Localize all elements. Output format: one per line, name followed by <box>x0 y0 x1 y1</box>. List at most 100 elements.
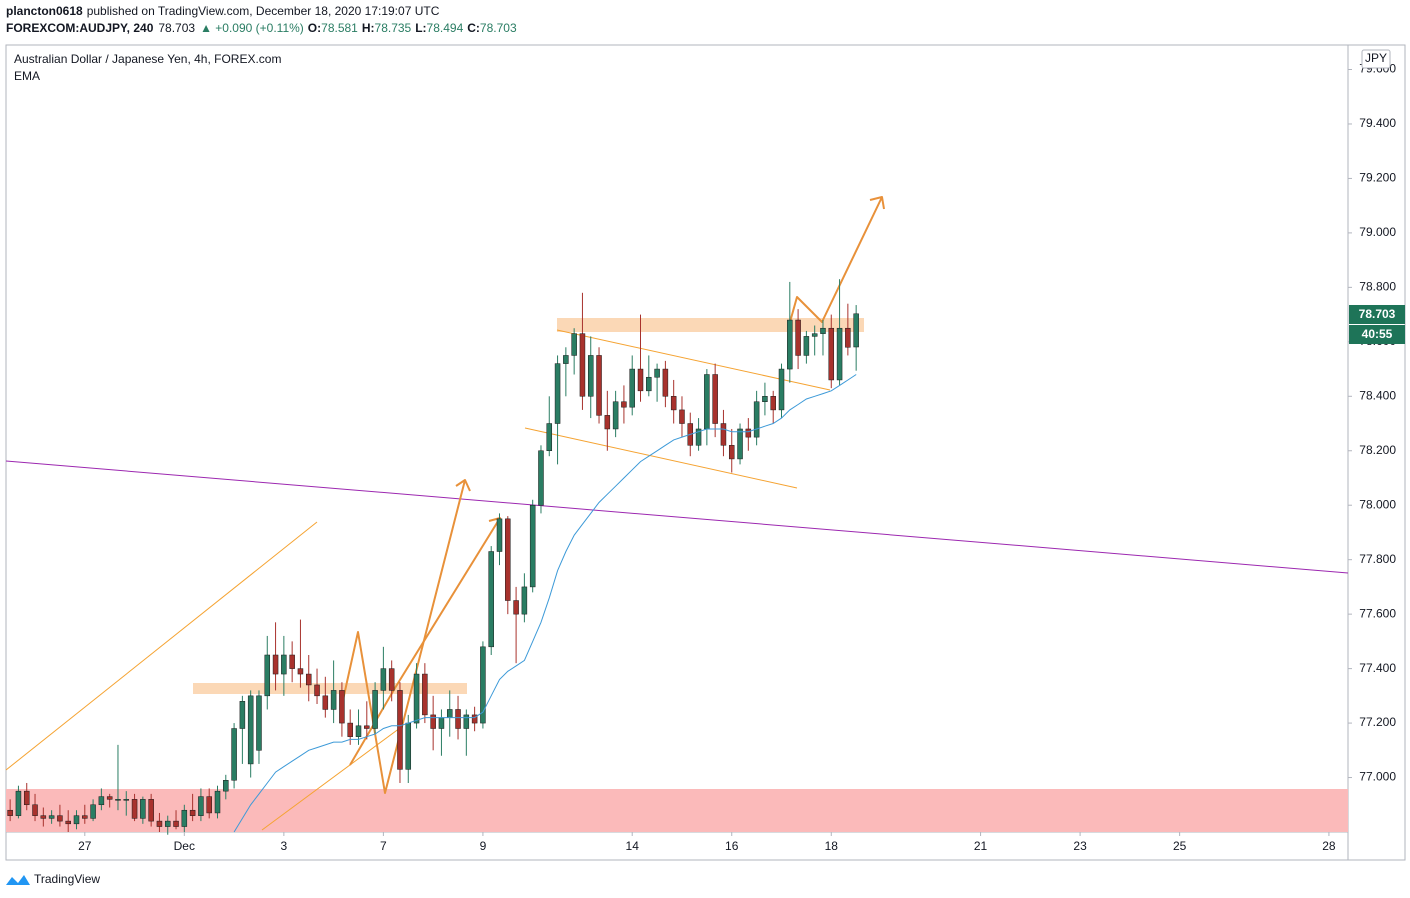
candle-body <box>364 725 370 729</box>
channel-line <box>556 329 831 391</box>
candle-body <box>695 428 702 446</box>
change: ▲ +0.090 (+0.11%) <box>200 21 304 35</box>
candle-body <box>505 518 511 601</box>
x-tick-label: 21 <box>974 839 988 853</box>
candle-body <box>388 668 395 691</box>
ohlc-label: O: <box>308 21 321 35</box>
y-tick-label: 77.200 <box>1359 715 1396 729</box>
candle-body <box>836 327 843 381</box>
x-tick-label: 14 <box>626 839 640 853</box>
y-tick-label: 77.400 <box>1359 661 1396 675</box>
candle-body <box>737 428 743 460</box>
candle-body <box>828 327 835 381</box>
candle-body <box>73 815 80 825</box>
candle-body <box>521 586 528 615</box>
candle-body <box>57 815 63 822</box>
ohlc-label: H: <box>362 21 375 35</box>
plot <box>7 279 859 835</box>
candle-body <box>563 355 569 364</box>
candle-body <box>480 646 486 724</box>
ohlc-label: C: <box>467 21 480 35</box>
candle-body <box>596 355 602 416</box>
arrow-head <box>455 479 471 492</box>
candle-body <box>604 415 611 430</box>
candle-body <box>546 423 553 452</box>
candle-body <box>214 790 221 814</box>
candle-body <box>206 796 212 814</box>
symbol: FOREXCOM:AUDJPY, 240 <box>6 21 154 35</box>
published: published on TradingView.com, December 1… <box>87 4 440 18</box>
candle-body <box>455 709 461 729</box>
candle-body <box>173 820 179 827</box>
candle-body <box>446 709 453 718</box>
candle-body <box>264 654 271 697</box>
candle-body <box>82 815 88 819</box>
candle-body <box>704 374 710 430</box>
candle-body <box>339 690 345 724</box>
candle-body <box>372 690 378 729</box>
y-tick-label: 79.000 <box>1359 225 1396 239</box>
y-tick-label: 79.400 <box>1359 116 1396 130</box>
projection-arrow <box>342 479 466 794</box>
candle-body <box>753 401 760 438</box>
frame <box>5 44 1406 861</box>
candle-body <box>330 690 337 710</box>
channel-line <box>524 427 798 489</box>
candle-body <box>787 319 793 370</box>
ema-line <box>233 374 857 833</box>
author: plancton0618 <box>6 4 83 18</box>
candle-body <box>156 820 163 827</box>
candle-body <box>629 368 635 408</box>
price-label: 78.703 <box>1359 307 1396 321</box>
x-tick-label: 23 <box>1073 839 1087 853</box>
x-tick-label: 3 <box>281 839 288 853</box>
x-tick-label: 18 <box>825 839 839 853</box>
y-tick-label: 78.400 <box>1359 388 1396 402</box>
candle-body <box>538 450 544 506</box>
indicator: EMA <box>14 69 40 83</box>
candle-body <box>571 333 577 356</box>
candle-body <box>820 327 826 334</box>
currency: JPY <box>1365 51 1387 65</box>
arrow-head <box>869 196 885 210</box>
candle-body <box>40 815 47 819</box>
candle-body <box>289 654 295 669</box>
candle-body <box>198 796 204 816</box>
candle-body <box>90 804 96 819</box>
axes: 77.000 77.200 77.400 77.600 77.800 78.000 78.2… <box>78 62 1396 853</box>
candle-body <box>181 809 188 827</box>
x-tick-label: Dec <box>174 839 195 853</box>
candle-body <box>513 600 519 615</box>
candle-body <box>322 695 329 710</box>
candle-body <box>7 809 13 816</box>
candle-body <box>397 690 403 770</box>
brand-logo <box>6 875 30 885</box>
x-tick-label: 9 <box>480 839 487 853</box>
candle-body <box>380 668 387 691</box>
candle-body <box>48 815 55 819</box>
candle-body <box>65 820 71 825</box>
ohlc-value: 78.494 <box>427 21 464 35</box>
x-tick-label: 16 <box>725 839 739 853</box>
price-box <box>1349 305 1405 324</box>
candle-body <box>272 654 279 675</box>
candle-body <box>422 673 428 716</box>
y-tick-label: 77.000 <box>1359 770 1396 784</box>
candle-body <box>612 401 619 430</box>
x-tick-label: 28 <box>1322 839 1336 853</box>
y-tick-label: 77.800 <box>1359 552 1396 566</box>
candle-body <box>587 355 594 397</box>
y-tick-label: 77.600 <box>1359 606 1396 620</box>
candle-body <box>554 363 561 424</box>
candle-body <box>720 423 727 446</box>
candle-body <box>164 820 171 827</box>
chart-title: Australian Dollar / Japanese Yen, 4h, FO… <box>14 52 281 66</box>
ohlc-value: 78.703 <box>480 21 517 35</box>
trend-line <box>5 521 318 771</box>
candle-body <box>148 799 154 822</box>
resistance-zone <box>193 683 467 694</box>
candle-body <box>131 799 138 819</box>
candle-body <box>471 714 478 724</box>
candle-body <box>621 401 627 408</box>
candle-body <box>15 790 22 816</box>
